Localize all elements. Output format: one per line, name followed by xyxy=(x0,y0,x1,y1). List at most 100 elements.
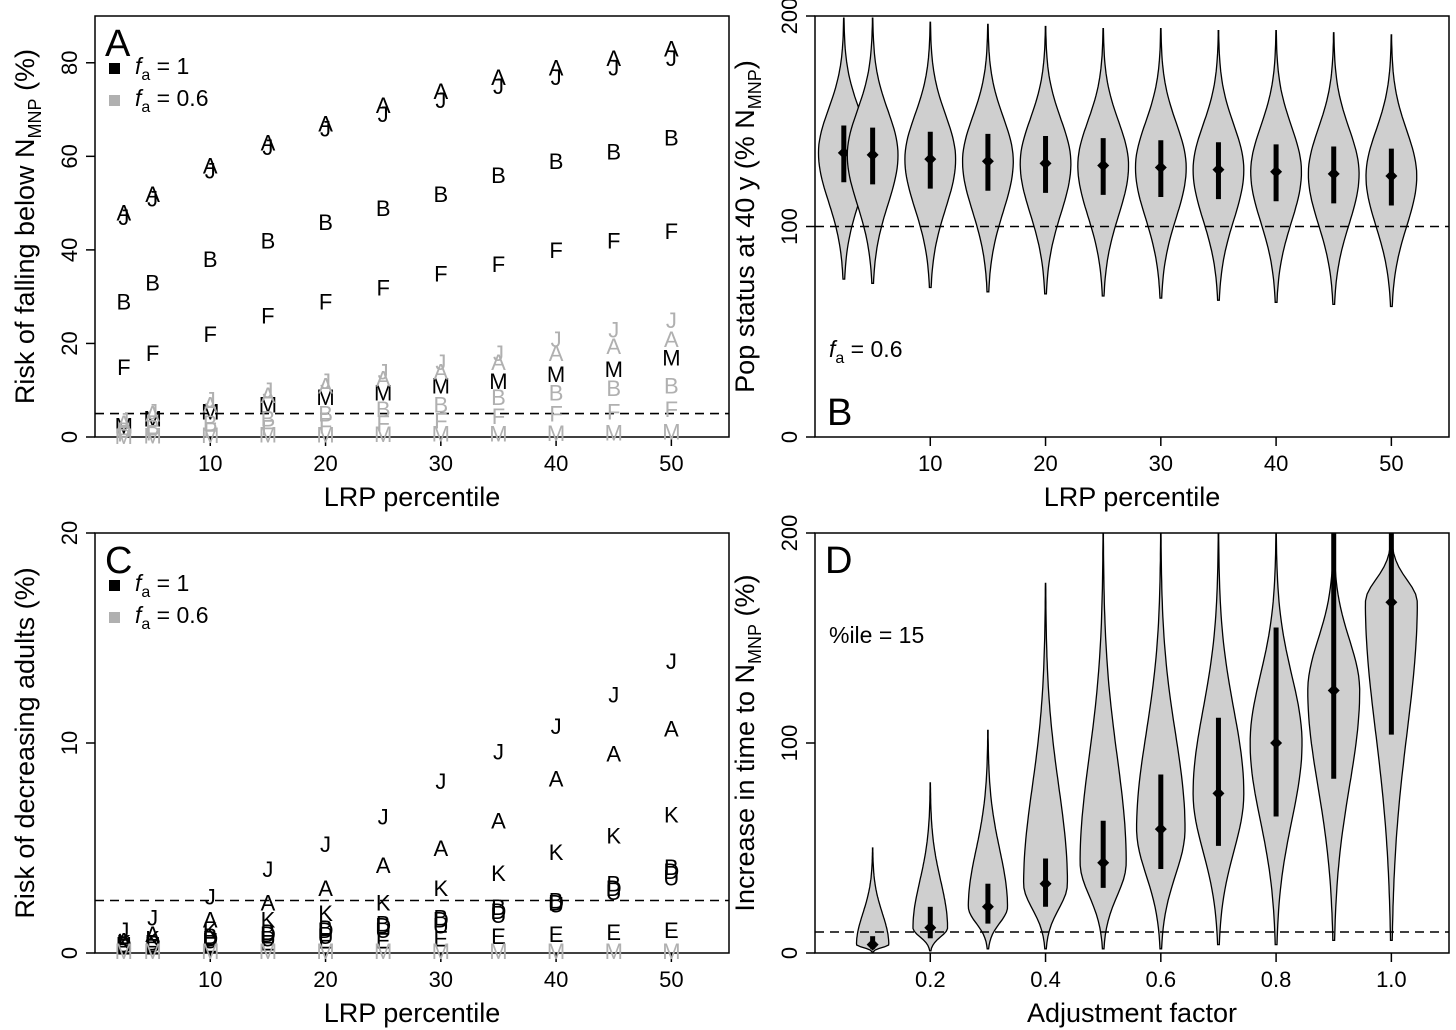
data-point: A xyxy=(318,112,333,137)
data-point: F xyxy=(319,413,332,438)
panel-d: 0.2 0.4 0.6 0.8 1.0 0 100 200 Adjustment factor I… xyxy=(730,515,1450,1028)
median-marker xyxy=(1039,877,1052,890)
data-point: M xyxy=(115,424,133,449)
data-point: F xyxy=(261,303,274,328)
data-point: B xyxy=(116,418,131,443)
data-point: F xyxy=(434,409,447,434)
data-point: J xyxy=(147,905,158,930)
median-marker xyxy=(1212,163,1225,176)
data-point: B xyxy=(376,397,391,422)
data-point: J xyxy=(493,74,504,99)
y-tick-label: 20 xyxy=(57,521,82,545)
data-point: U xyxy=(202,928,218,953)
data-point: J xyxy=(493,341,504,366)
legend-subscript: a xyxy=(141,584,150,601)
data-point: B xyxy=(376,196,391,221)
median-marker xyxy=(1154,161,1167,174)
data-point: J xyxy=(435,88,446,113)
median-marker xyxy=(1327,167,1340,180)
data-point: F xyxy=(117,421,130,446)
y-tick-label: 100 xyxy=(777,725,802,762)
data-point: U xyxy=(606,880,622,905)
data-point: A xyxy=(145,922,160,947)
y-axis-label-subscript: MNP xyxy=(25,98,45,138)
data-point: K xyxy=(549,840,564,865)
data-point: K xyxy=(116,931,131,956)
data-point: B xyxy=(376,912,391,937)
data-point: K xyxy=(376,891,391,916)
data-point: M xyxy=(605,420,623,445)
legend-label: fa = 1 xyxy=(135,53,189,84)
median-marker xyxy=(1385,169,1398,182)
data-point: U xyxy=(116,933,132,958)
data-point: A xyxy=(606,334,621,359)
violin-shape xyxy=(855,847,890,953)
data-point: U xyxy=(663,865,679,890)
data-point: B xyxy=(261,406,276,431)
y-axis-label: Pop status at 40 y (% NMNP) xyxy=(730,60,765,393)
panel-b: 10 20 30 40 50 0 100 200 LRP percentile Pop statu… xyxy=(730,0,1450,512)
violin-shape xyxy=(1022,582,1069,950)
panel-annotation: fa = 0.6 xyxy=(829,336,902,367)
y-axis-label-subscript: MNP xyxy=(745,624,765,664)
data-point: B xyxy=(116,289,131,314)
panel-letter: C xyxy=(105,540,132,582)
x-axis-label: Adjustment factor xyxy=(1027,998,1237,1028)
data-point: J xyxy=(378,102,389,127)
x-tick-label: 50 xyxy=(1379,451,1403,476)
data-point: J xyxy=(147,399,158,424)
data-point: J xyxy=(118,918,129,943)
legend-subscript: a xyxy=(141,616,150,633)
data-point: F xyxy=(261,416,274,441)
data-point: A xyxy=(318,374,333,399)
data-point: E xyxy=(145,935,160,960)
data-point: U xyxy=(548,893,564,918)
data-point: D xyxy=(663,859,679,884)
data-point: A xyxy=(549,767,564,792)
legend-subscript: a xyxy=(141,67,150,84)
legend-italic-f: f xyxy=(135,85,144,111)
data-point: B xyxy=(145,416,160,441)
data-point: J xyxy=(262,857,273,882)
data-point: M xyxy=(662,419,680,444)
data-point: J xyxy=(435,350,446,375)
data-point: J xyxy=(435,769,446,794)
data-point: M xyxy=(374,381,392,406)
data-point: M xyxy=(143,424,161,449)
data-point: A xyxy=(376,367,391,392)
legend-italic-f: f xyxy=(135,570,144,596)
y-tick-label: 40 xyxy=(57,238,82,262)
x-tick-label: 30 xyxy=(429,451,453,476)
data-point: B xyxy=(664,374,679,399)
x-tick-label: 0.4 xyxy=(1030,967,1061,992)
y-tick-label: 80 xyxy=(57,51,82,75)
data-point: M xyxy=(662,345,680,370)
data-point: F xyxy=(665,397,678,422)
panel-letter: D xyxy=(825,540,852,582)
data-point: A xyxy=(261,383,276,408)
data-point: J xyxy=(147,186,158,211)
data-point: M xyxy=(605,357,623,382)
data-point: E xyxy=(491,924,506,949)
data-point: J xyxy=(118,205,129,230)
data-point: D xyxy=(116,933,132,958)
x-tick-label: 50 xyxy=(659,967,683,992)
legend-text: = 1 xyxy=(150,53,189,79)
data-point: F xyxy=(319,289,332,314)
data-point: M xyxy=(374,422,392,447)
data-point: A xyxy=(116,928,131,953)
x-tick-label: 30 xyxy=(429,967,453,992)
data-point: B xyxy=(203,924,218,949)
y-axis-label: Risk of falling below NMNP (%) xyxy=(10,49,45,404)
data-point: U xyxy=(491,903,507,928)
data-point: A xyxy=(203,907,218,932)
legend-italic-f: f xyxy=(135,602,144,628)
data-point: A xyxy=(491,350,506,375)
median-marker xyxy=(924,921,937,934)
x-tick-label: 50 xyxy=(659,451,683,476)
data-point: B xyxy=(491,163,506,188)
legend-text: = 0.6 xyxy=(150,85,208,111)
data-point: J xyxy=(205,884,216,909)
x-tick-label: 10 xyxy=(198,451,222,476)
data-point: B xyxy=(145,931,160,956)
